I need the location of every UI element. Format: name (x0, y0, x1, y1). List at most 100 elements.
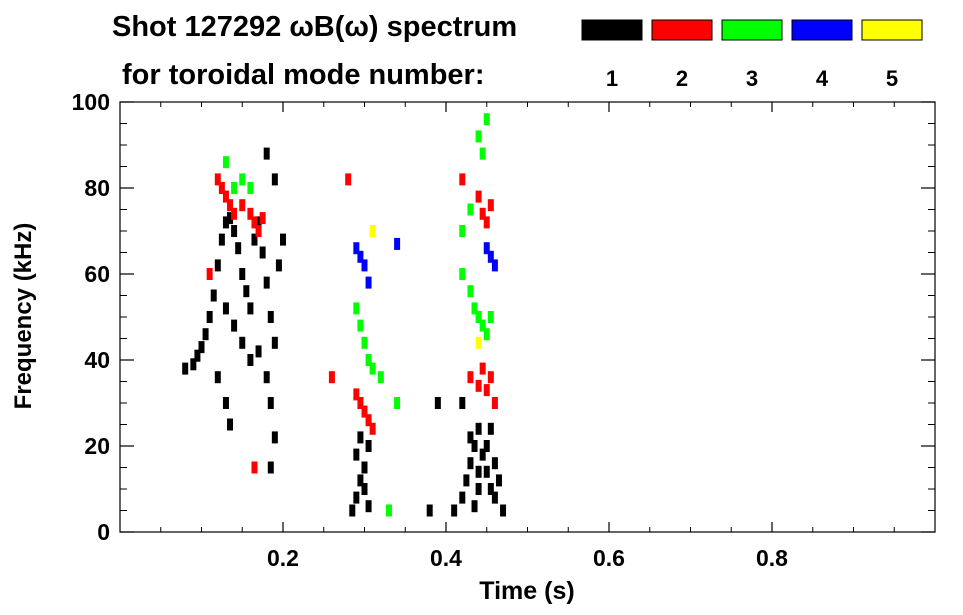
point-mode-2 (357, 397, 364, 409)
point-mode-1 (459, 397, 466, 409)
point-mode-2 (255, 225, 262, 237)
point-mode-2 (475, 190, 482, 203)
chart-title-line2: for toroidal mode number: (122, 59, 485, 91)
point-mode-3 (361, 336, 368, 349)
point-mode-3 (479, 147, 486, 160)
point-mode-1 (251, 233, 258, 246)
legend-swatch-1 (581, 19, 643, 41)
point-mode-1 (483, 440, 490, 452)
point-mode-1 (255, 216, 262, 229)
point-mode-3 (487, 311, 494, 323)
point-mode-2 (487, 199, 494, 212)
point-mode-1 (227, 212, 234, 225)
point-mode-4 (357, 250, 364, 263)
point-mode-2 (247, 207, 254, 220)
point-mode-1 (231, 319, 238, 332)
y-tick-label: 40 (84, 347, 110, 373)
point-mode-3 (467, 203, 474, 216)
point-mode-1 (243, 285, 250, 298)
x-axis-label: Time (s) (479, 577, 574, 605)
legend-label-3: 3 (746, 66, 758, 91)
point-mode-1 (357, 474, 364, 487)
point-mode-1 (222, 216, 229, 229)
point-mode-1 (353, 491, 360, 504)
legend-swatch-2 (651, 19, 713, 41)
point-mode-1 (206, 311, 213, 323)
point-mode-1 (210, 289, 217, 302)
point-mode-3 (471, 302, 478, 315)
point-mode-2 (467, 371, 474, 384)
point-mode-1 (271, 336, 278, 349)
point-mode-1 (487, 422, 494, 435)
legend-swatch-4 (791, 19, 853, 41)
point-mode-1 (227, 418, 234, 431)
point-mode-2 (459, 173, 466, 186)
point-mode-1 (483, 465, 490, 478)
point-mode-3 (369, 362, 376, 375)
point-mode-1 (471, 500, 478, 513)
point-mode-1 (365, 500, 372, 513)
series-2 (206, 173, 498, 474)
point-mode-2 (251, 216, 258, 229)
point-mode-1 (263, 276, 270, 289)
point-mode-1 (353, 448, 360, 461)
point-mode-3 (394, 397, 401, 409)
point-mode-1 (182, 362, 189, 375)
point-mode-1 (475, 483, 482, 495)
point-mode-1 (475, 465, 482, 478)
point-mode-3 (357, 319, 364, 332)
point-mode-2 (361, 405, 368, 418)
point-mode-3 (385, 504, 392, 517)
point-mode-1 (463, 474, 470, 487)
legend-swatch-3 (721, 19, 783, 41)
point-mode-3 (231, 182, 238, 194)
series-layer (182, 113, 507, 517)
legend-label-5: 5 (886, 66, 898, 91)
point-mode-4 (361, 259, 368, 272)
series-1 (182, 147, 507, 517)
y-tick-label: 20 (84, 433, 110, 459)
point-mode-3 (479, 319, 486, 332)
point-mode-3 (483, 113, 490, 126)
point-mode-3 (475, 130, 482, 143)
point-mode-2 (483, 384, 490, 397)
point-mode-2 (369, 422, 376, 435)
point-mode-2 (479, 362, 486, 375)
point-mode-1 (349, 504, 356, 517)
y-tick-label: 0 (97, 519, 110, 545)
point-mode-1 (267, 461, 274, 474)
series-3 (222, 113, 494, 517)
y-axis-label: Frequency (kHz) (10, 223, 37, 410)
point-mode-5 (369, 225, 376, 237)
point-mode-2 (231, 207, 238, 220)
point-mode-1 (467, 457, 474, 470)
legend-label-1: 1 (606, 66, 618, 91)
point-mode-1 (259, 246, 266, 259)
x-tick-label: 0.4 (430, 545, 462, 571)
point-mode-1 (471, 440, 478, 452)
point-mode-1 (361, 483, 368, 495)
point-mode-1 (500, 504, 507, 517)
point-mode-1 (198, 341, 205, 354)
point-mode-3 (475, 311, 482, 323)
legend-swatch-5 (861, 19, 923, 41)
y-tick-label: 60 (84, 261, 110, 287)
point-mode-4 (491, 259, 498, 272)
point-mode-1 (357, 431, 364, 444)
series-5 (369, 225, 482, 349)
point-mode-1 (247, 302, 254, 315)
y-tick-label: 80 (84, 175, 110, 201)
y-tick-label: 100 (72, 89, 110, 115)
point-mode-1 (495, 474, 502, 487)
point-mode-1 (267, 397, 274, 409)
point-mode-2 (328, 371, 335, 384)
point-mode-1 (487, 483, 494, 495)
point-mode-1 (491, 491, 498, 504)
point-mode-2 (479, 207, 486, 220)
point-mode-2 (483, 216, 490, 229)
point-mode-1 (271, 431, 278, 444)
point-mode-2 (239, 199, 246, 212)
series-4 (353, 237, 498, 289)
point-mode-2 (206, 268, 213, 280)
